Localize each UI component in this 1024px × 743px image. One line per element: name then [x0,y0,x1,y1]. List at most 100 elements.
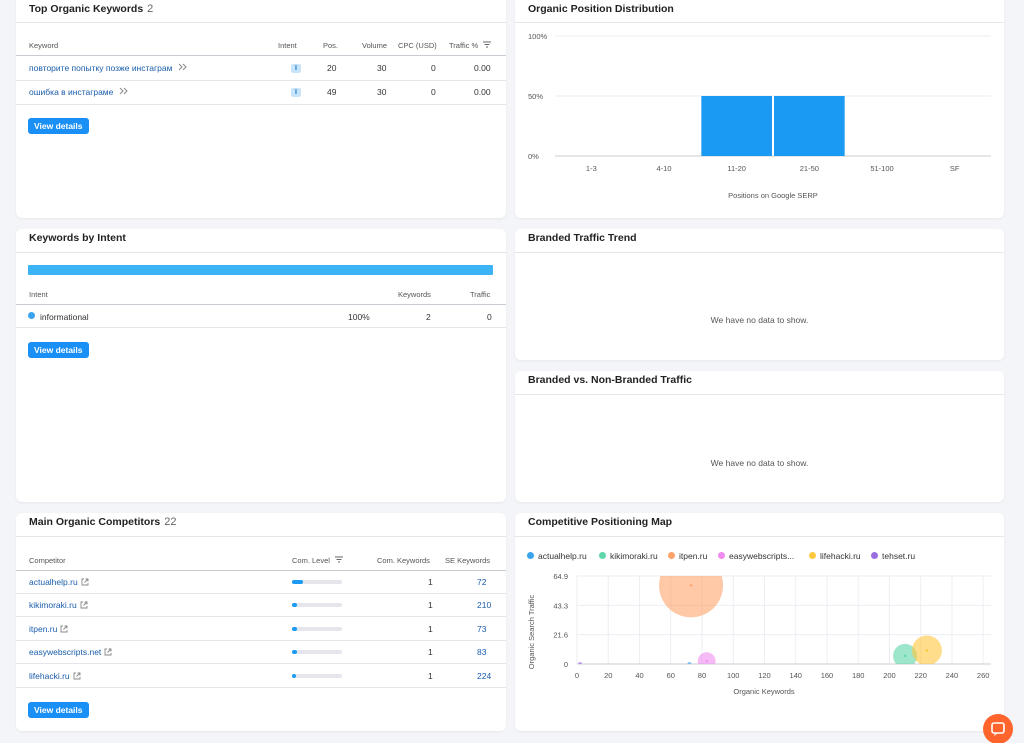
intent-keywords: 2 [426,312,431,322]
intent-badge: I [291,88,301,97]
keyword-link[interactable]: повторите попытку позже инстаграм [29,63,187,73]
competitors-count: 22 [164,516,177,528]
competitor-link[interactable]: actualhelp.ru [29,577,89,587]
col-pos[interactable]: Pos. [323,41,339,50]
competitor-domain: easywebscripts.net [29,647,102,658]
se-keywords-value[interactable]: 224 [477,670,492,681]
x-tick-label: 120 [758,671,771,680]
com-level-bar [292,580,342,584]
card-title: Main Organic Competitors 22 [16,513,506,537]
traffic-value: 0.00 [474,63,491,73]
x-tick-label: 260 [977,671,990,680]
y-tick-label: 50% [528,92,543,101]
col-keyword[interactable]: Keyword [29,41,59,50]
legend-label: actualhelp.ru [538,551,587,561]
legend-label: lifehacki.ru [820,551,861,561]
se-keywords-value[interactable]: 72 [477,577,487,587]
legend-item[interactable]: tehset.ru [871,551,915,561]
com-level-fill [292,673,296,678]
legend-dot [599,552,606,559]
external-link-icon[interactable] [81,578,89,586]
col-competitor[interactable]: Competitor [29,556,66,565]
se-keywords-value[interactable]: 83 [477,647,487,658]
bubble-easywebscripts-[interactable] [697,652,716,670]
bubble-actualhelp-ru[interactable] [687,662,692,666]
position-distribution-chart: 100% 50% 0% 1-3 4-10 11-20 21-50 51-100 SF Positi… [528,32,991,200]
se-keywords-value[interactable]: 73 [477,623,487,634]
competitor-link[interactable]: easywebscripts.net [29,647,112,657]
com-level-bar [292,626,342,631]
bar-21-50[interactable] [774,96,845,156]
bubble-center [903,654,907,658]
com-keywords-value: 1 [428,647,433,658]
sort-icon[interactable] [483,41,492,48]
bubble-itpen-ru[interactable] [659,571,724,618]
external-link-icon[interactable] [60,625,68,633]
com-level-fill [292,580,303,584]
com-level-bar [292,673,342,678]
col-com-level-label: Com. Level [292,556,330,565]
x-tick-label: 100 [727,671,740,680]
external-link-icon[interactable] [80,601,88,609]
competitor-link[interactable]: kikimoraki.ru [29,600,88,610]
double-chevron-icon[interactable] [178,63,187,71]
cpc-value: 0 [431,87,436,97]
competitor-domain: kikimoraki.ru [29,600,77,611]
external-link-icon[interactable] [73,672,81,680]
intent-badge: I [291,64,301,73]
col-traffic-label: Traffic % [449,41,479,50]
external-link-icon[interactable] [104,648,112,656]
col-com-level[interactable]: Com. Level [292,556,344,565]
x-tick-label: 4-10 [656,164,671,173]
bar-11-20[interactable] [701,96,772,156]
bubble-kikimoraki-ru[interactable] [893,643,918,668]
legend-dot [871,552,878,559]
intent-share-bar[interactable] [28,265,493,275]
chat-button[interactable] [983,714,1013,743]
col-volume[interactable]: Volume [362,41,388,50]
competitor-link[interactable]: itpen.ru [29,624,68,634]
col-traffic[interactable]: Traffic % [449,41,492,50]
double-chevron-icon[interactable] [119,87,128,95]
legend-item[interactable]: kikimoraki.ru [599,551,658,561]
view-details-button[interactable]: View details [28,118,89,134]
position-distribution-title: Organic Position Distribution [515,0,1004,23]
x-tick-label: 200 [883,671,896,680]
legend-item[interactable]: actualhelp.ru [527,551,587,561]
legend-item[interactable]: itpen.ru [668,551,707,561]
col-com-keywords[interactable]: Com. Keywords [377,556,430,565]
y-tick-label: 100% [528,32,548,41]
branded-traffic-trend-card: Branded Traffic Trend We have no data to… [515,229,1004,360]
legend-label: easywebscripts... [729,551,795,561]
col-cpc[interactable]: CPC (USD) [398,41,437,50]
view-details-button[interactable]: View details [28,342,89,358]
sort-icon[interactable] [335,556,344,563]
col-traffic: Traffic [470,290,491,299]
competitor-link[interactable]: lifehacki.ru [29,671,81,681]
com-keywords-value: 1 [428,577,433,587]
card-title: Top Organic Keywords 2 [16,0,506,23]
keyword-link[interactable]: ошибка в инстаграме [29,87,128,97]
view-details-button[interactable]: View details [28,702,89,718]
x-tick-label: 51-100 [870,164,893,173]
x-tick-label: 180 [852,671,865,680]
x-tick-label: 160 [821,671,834,680]
se-keywords-value[interactable]: 210 [477,600,492,611]
volume-value: 30 [377,63,387,73]
no-data-message: We have no data to show. [710,458,809,468]
competitor-domain: lifehacki.ru [29,670,70,681]
y-tick-label: 21.6 [553,631,568,640]
col-intent[interactable]: Intent [278,41,297,50]
legend-item[interactable]: easywebscripts... [718,551,794,561]
col-se-keywords[interactable]: SE Keywords [445,556,491,565]
positioning-map-chart: 0 20 40 60 80 100 120 140 160 180 200 220 240 260 0 21.… [527,571,991,696]
competitor-domain: actualhelp.ru [29,577,78,587]
legend-dot [668,552,675,559]
branded-trend-title: Branded Traffic Trend [515,229,1004,253]
legend-label: itpen.ru [679,551,708,561]
legend-dot [809,552,816,559]
bubble-tehset-ru[interactable] [578,662,583,666]
legend-dot [527,552,534,559]
traffic-value: 0.00 [474,87,491,97]
legend-item[interactable]: lifehacki.ru [809,551,861,561]
